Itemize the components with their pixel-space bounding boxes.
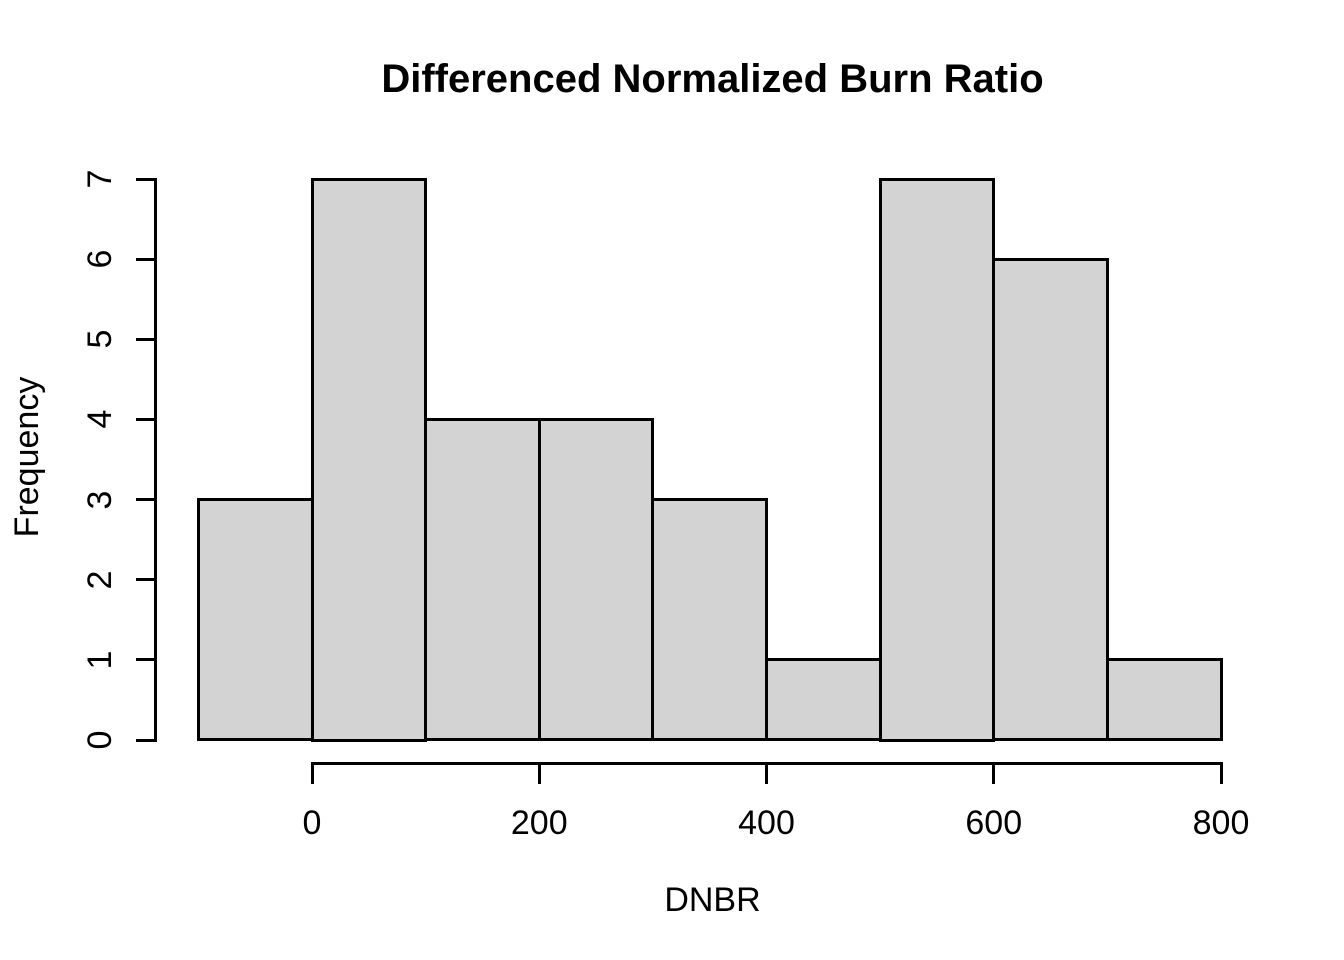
x-axis-tick [992,763,996,784]
x-axis-tick-label: 200 [510,804,568,842]
y-axis-tick-label: 6 [81,249,119,269]
y-axis-tick-label: 3 [81,490,119,510]
y-axis-title-text: Frequency [8,376,46,538]
x-axis-tick [765,763,768,784]
y-axis-tick [136,177,155,181]
y-axis-tick-label: 5 [81,329,119,349]
histogram-bar [992,257,1109,742]
histogram-bar [424,417,541,742]
x-axis-tick-label: 400 [738,804,795,842]
histogram-bar [196,498,314,742]
histogram-bar [537,417,655,742]
y-axis-tick-label: 1 [81,650,119,670]
x-axis-tick-label: 0 [302,804,322,842]
y-axis-tick-label: 2 [81,570,119,590]
y-axis-tick-label: 7 [81,169,119,189]
x-axis-tick [1219,763,1223,784]
histogram-bar [651,498,768,742]
y-axis-line [153,177,157,742]
chart-title: Differenced Normalized Burn Ratio [381,57,1044,101]
y-axis-tick [136,498,155,502]
x-axis-tick-label: 600 [965,804,1023,842]
x-axis-tick [537,763,541,784]
histogram-bar [765,658,882,742]
x-axis-title: DNBR [664,881,761,919]
y-axis-tick [136,417,155,421]
y-axis-tick [136,738,155,742]
y-axis-tick-label: 0 [81,730,119,750]
y-axis-tick [136,257,155,261]
y-axis-tick [136,337,155,341]
histogram-bar [1105,658,1223,742]
y-axis-tick-label: 4 [81,409,119,429]
histogram-bar [878,177,996,742]
x-axis-tick-label: 800 [1192,804,1250,842]
x-axis-tick [310,763,314,784]
y-axis-tick [136,578,155,582]
y-axis-tick [136,658,155,662]
histogram-bar [310,177,428,742]
